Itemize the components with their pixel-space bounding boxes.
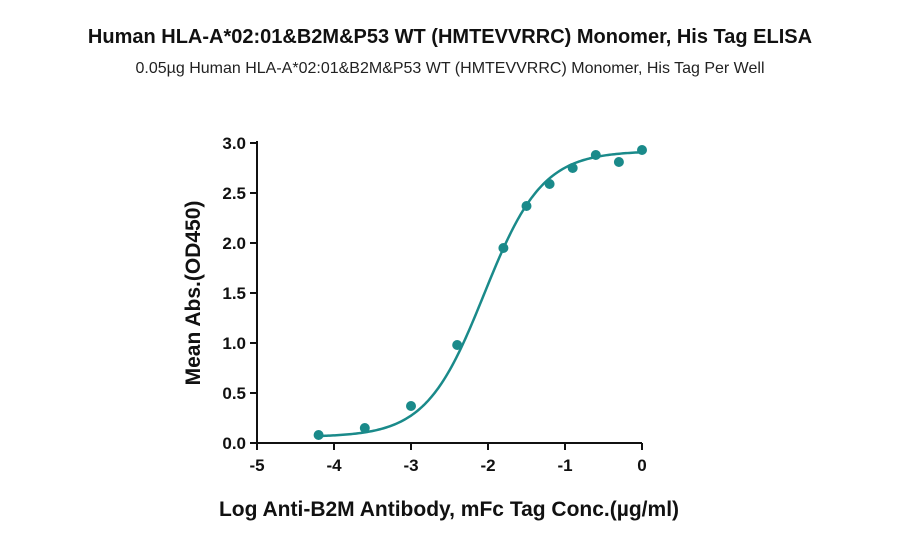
x-tick-label: -3 bbox=[403, 456, 418, 475]
data-point bbox=[544, 179, 555, 189]
data-point bbox=[359, 423, 370, 433]
data-point bbox=[452, 340, 463, 350]
y-tick-label: 2.5 bbox=[222, 184, 246, 203]
y-axis-label: Mean Abs.(OD450) bbox=[182, 201, 205, 386]
data-point bbox=[406, 401, 416, 411]
x-tick-label: -5 bbox=[249, 456, 264, 475]
y-tick-label: 3.0 bbox=[222, 134, 246, 153]
axes: 0.0 0.5 1.0 1.5 2.0 2.5 3.0 -5 -4 -3 -2 -1 0 bbox=[222, 134, 646, 475]
y-tick-label: 2.0 bbox=[222, 234, 246, 253]
x-tick-label: -4 bbox=[326, 456, 342, 475]
data-points bbox=[313, 145, 647, 440]
x-tick-label: 0 bbox=[637, 456, 646, 475]
data-point bbox=[498, 243, 509, 253]
chart-title: Human HLA-A*02:01&B2M&P53 WT (HMTEVVRRC)… bbox=[87, 26, 813, 48]
y-tick-label: 1.0 bbox=[222, 334, 246, 353]
x-tick-label: -2 bbox=[480, 456, 495, 475]
data-point bbox=[313, 430, 324, 440]
data-point bbox=[613, 157, 624, 167]
x-axis-label: Log Anti-B2M Antibody, mFc Tag Conc.(µg/… bbox=[219, 498, 679, 521]
data-point bbox=[521, 201, 532, 211]
y-tick-label: 0.0 bbox=[222, 434, 246, 453]
chart-subtitle: 0.05µg Human HLA-A*02:01&B2M&P53 WT (HMT… bbox=[135, 60, 765, 77]
y-tick-label: 0.5 bbox=[222, 384, 246, 403]
y-tick-label: 1.5 bbox=[222, 284, 246, 303]
data-point bbox=[590, 150, 601, 160]
data-point bbox=[567, 163, 578, 173]
fit-curve bbox=[318, 151, 643, 438]
x-tick-label: -1 bbox=[557, 456, 572, 475]
data-point bbox=[637, 145, 647, 155]
